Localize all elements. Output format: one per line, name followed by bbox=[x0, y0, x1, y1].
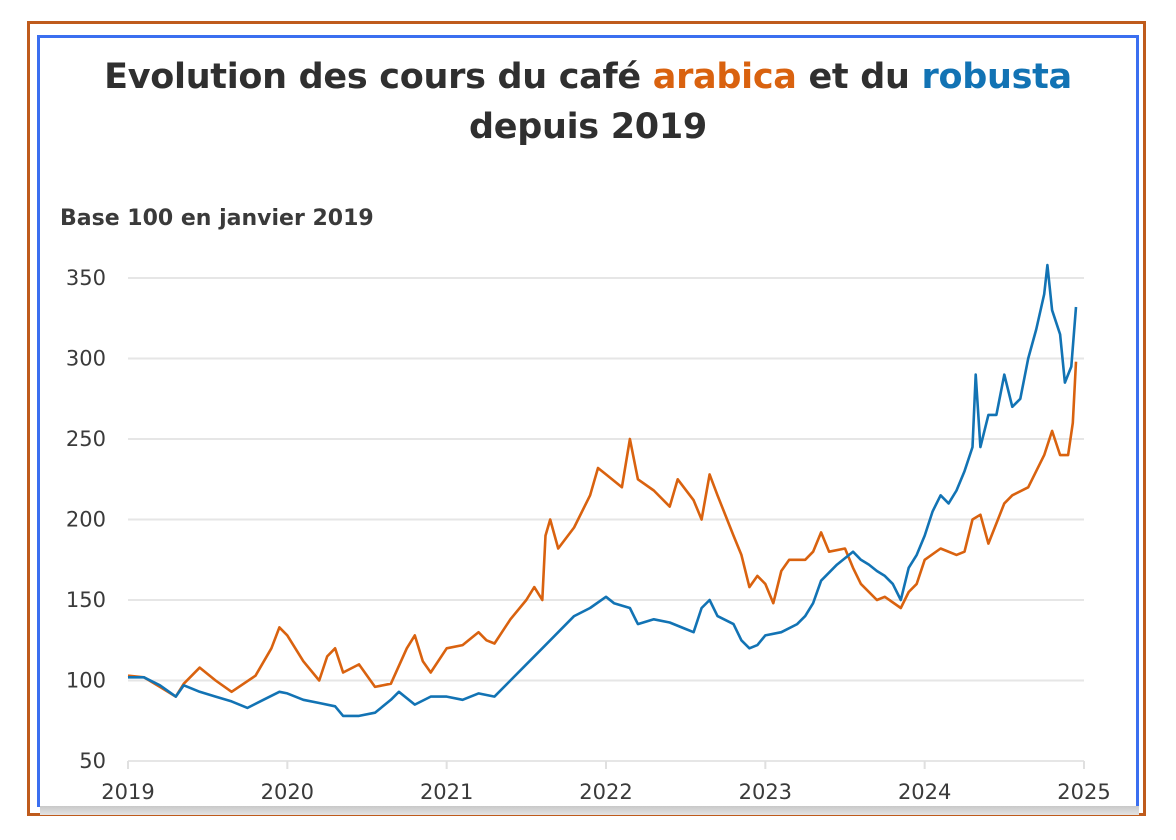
y-tick-label: 100 bbox=[66, 669, 106, 693]
y-tick-label: 300 bbox=[66, 347, 106, 371]
x-tick-label: 2019 bbox=[101, 780, 154, 804]
title-robusta: robusta bbox=[921, 57, 1073, 97]
x-tick-label: 2025 bbox=[1057, 780, 1110, 804]
title-part: depuis 2019 bbox=[469, 107, 707, 147]
chart-title: Evolution des cours du café arabica et d… bbox=[40, 52, 1136, 152]
x-tick-label: 2022 bbox=[579, 780, 632, 804]
x-tick-label: 2023 bbox=[739, 780, 792, 804]
series-line-arabica bbox=[127, 361, 1078, 698]
y-tick-label: 350 bbox=[66, 266, 106, 290]
title-part: et du bbox=[796, 57, 922, 97]
title-part: Evolution des cours du café bbox=[104, 57, 653, 97]
x-tick-label: 2020 bbox=[261, 780, 314, 804]
title-arabica: arabica bbox=[652, 57, 797, 97]
x-tick-label: 2021 bbox=[420, 780, 473, 804]
x-tick-label: 2024 bbox=[898, 780, 951, 804]
horizontal-scrollbar[interactable] bbox=[40, 806, 1139, 815]
y-tick-label: 50 bbox=[79, 749, 106, 773]
series-line-robusta bbox=[128, 263, 1078, 718]
y-tick-label: 200 bbox=[66, 508, 106, 532]
y-tick-label: 250 bbox=[66, 427, 106, 451]
chart-subtitle: Base 100 en janvier 2019 bbox=[60, 206, 374, 231]
y-tick-label: 150 bbox=[66, 588, 106, 612]
inner-frame bbox=[37, 35, 1139, 807]
